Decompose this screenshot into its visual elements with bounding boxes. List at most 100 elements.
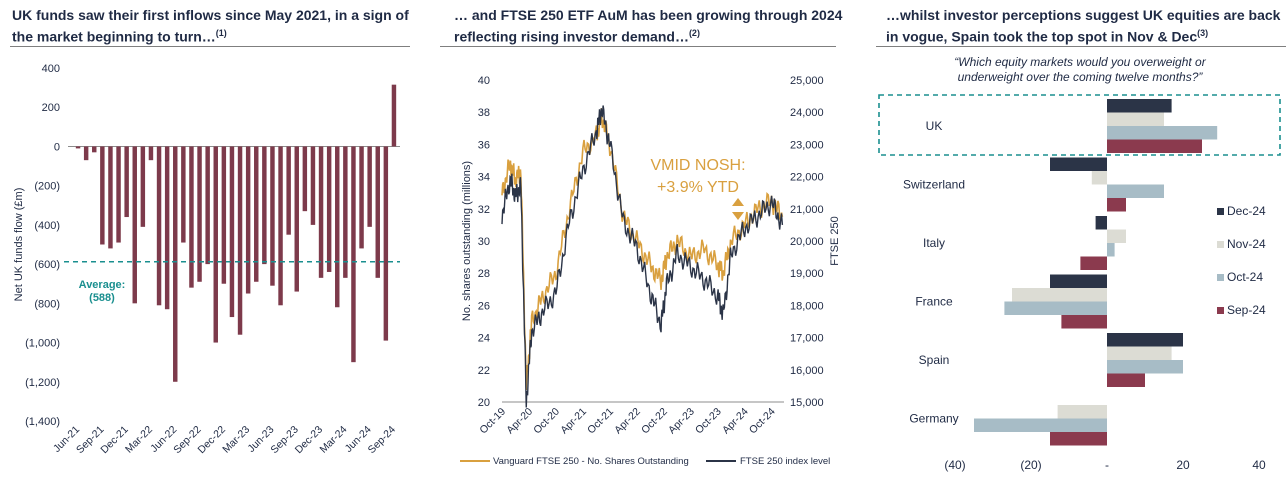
right-y-tick-label: 20,000	[790, 236, 824, 248]
investor-perceptions-bar-chart: UK Switzerland Italy France Spain Germany (40)…	[878, 94, 1281, 472]
x-tick-label: Apr-24	[720, 406, 751, 437]
perception-bar	[1091, 171, 1107, 185]
flow-bar	[359, 146, 364, 249]
y-tick-label: (600)	[34, 259, 60, 271]
category-label: Italy	[923, 236, 945, 250]
flow-bar	[302, 146, 308, 212]
x-tick-label: Oct-23	[693, 406, 724, 437]
y-tick-label: (400)	[34, 220, 60, 232]
flow-bar	[383, 146, 389, 341]
perception-bar	[1057, 405, 1107, 419]
flow-bar	[391, 84, 397, 147]
mid-chart-title: … and FTSE 250 ETF AuM has been growing …	[454, 7, 843, 45]
perception-bar	[1107, 229, 1126, 243]
perception-bar	[1050, 432, 1107, 446]
perception-bar	[1050, 274, 1107, 288]
x-tick-label: Apr-20	[504, 406, 535, 437]
flow-bar	[351, 146, 356, 363]
perception-bar	[1107, 112, 1164, 126]
perception-bar	[1107, 139, 1202, 153]
legend-label-etf: Vanguard FTSE 250 - No. Shares Outstandi…	[493, 456, 689, 467]
legend-label: Dec-24	[1227, 204, 1266, 218]
left-y-tick-label: 28	[478, 268, 490, 280]
x-tick-label: (20)	[1020, 458, 1041, 472]
x-tick-label: Apr-21	[558, 406, 589, 437]
legend-swatch	[1217, 208, 1224, 215]
mid-title-rule	[440, 46, 836, 47]
perception-bar	[1012, 288, 1107, 302]
right-title-footnote: (3)	[1197, 28, 1209, 38]
panel-investor-perceptions: …whilst investor perceptions suggest UK …	[870, 0, 1288, 488]
left-y-tick-label: 38	[478, 107, 490, 119]
flow-bar	[278, 146, 283, 306]
legend-label: Sep-24	[1227, 303, 1266, 317]
x-tick-label: Oct-19	[477, 406, 508, 437]
flow-bar	[245, 146, 251, 294]
legend-swatch	[1217, 274, 1224, 281]
perception-bar	[1107, 346, 1172, 360]
left-y-tick-label: 36	[478, 139, 490, 151]
perception-bar	[1107, 333, 1183, 347]
flow-bar	[221, 146, 227, 284]
left-y-tick-label: 34	[478, 172, 490, 184]
left-y-axis-label: No. shares outstanding (millions)	[461, 161, 473, 321]
series-line-etf-shares	[501, 108, 784, 390]
flow-bar	[270, 146, 275, 286]
flow-bar	[335, 146, 340, 308]
left-y-tick-label: 24	[478, 333, 490, 345]
perception-bar	[1107, 243, 1115, 257]
left-y-tick-label: 30	[478, 236, 490, 248]
x-tick-label: Oct-20	[531, 406, 562, 437]
right-y-tick-label: 21,000	[790, 204, 824, 216]
perception-bar	[1107, 360, 1183, 374]
perception-bar	[1061, 315, 1107, 329]
x-tick-label: Oct-24	[747, 406, 778, 437]
left-y-tick-label: 32	[478, 204, 490, 216]
x-tick-label: Mar-24	[317, 424, 349, 456]
y-axis-label: Net UK funds flow (£m)	[13, 188, 25, 302]
flow-bar	[294, 146, 299, 292]
flow-bar	[173, 146, 178, 382]
right-y-tick-label: 16,000	[790, 365, 824, 377]
x-tick-label: Apr-22	[612, 406, 643, 437]
flow-bar	[326, 146, 332, 272]
annotation-vmid-nosh: VMID NOSH:	[650, 157, 745, 174]
flow-bar	[205, 146, 210, 265]
right-chart-title: …whilst investor perceptions suggest UK …	[886, 7, 1281, 45]
ftse250-etf-line-chart: 20 22 24 26 28 30 32 34 36 38 40 15,000 16,000 17,000…	[460, 75, 841, 467]
mid-title-footnote: (2)	[688, 28, 700, 38]
perception-bar	[1095, 216, 1107, 230]
left-y-tick-label: 40	[478, 75, 490, 87]
legend-swatch	[1217, 241, 1224, 248]
left-y-tick-label: 22	[478, 365, 490, 377]
panel-ftse250-etf: … and FTSE 250 ETF AuM has been growing …	[440, 0, 842, 488]
legend-label: Oct-24	[1227, 270, 1263, 284]
flow-bar	[254, 146, 259, 282]
series-line-ftse250-index	[501, 105, 784, 408]
uk-highlight-box	[878, 94, 1281, 156]
y-tick-label: (800)	[34, 298, 60, 310]
y-tick-label: 400	[42, 63, 60, 75]
x-tick-label: Mar-22	[123, 424, 155, 456]
flow-bar	[100, 146, 105, 245]
flow-bar	[181, 146, 186, 243]
category-label: Spain	[919, 353, 950, 367]
left-y-tick-label: 20	[478, 397, 490, 409]
average-label: Average:	[79, 279, 126, 291]
perception-bar	[1050, 157, 1107, 171]
right-y-tick-label: 17,000	[790, 333, 824, 345]
x-tick-label: Apr-23	[666, 406, 697, 437]
flow-bar	[237, 146, 243, 335]
x-tick-label: Mar-23	[220, 424, 252, 456]
flow-bar	[213, 146, 218, 343]
x-tick-label: (40)	[944, 458, 965, 472]
flow-bar	[367, 146, 372, 227]
x-tick-label: 20	[1176, 458, 1190, 472]
right-y-tick-label: 23,000	[790, 139, 824, 151]
y-tick-label: 200	[42, 102, 60, 114]
flow-bar	[75, 146, 81, 149]
flow-bar	[148, 146, 154, 161]
y-tick-label: (1,400)	[25, 416, 60, 428]
annotation-ytd-change: +3.9% YTD	[657, 179, 739, 196]
left-y-tick-label: 26	[478, 300, 490, 312]
